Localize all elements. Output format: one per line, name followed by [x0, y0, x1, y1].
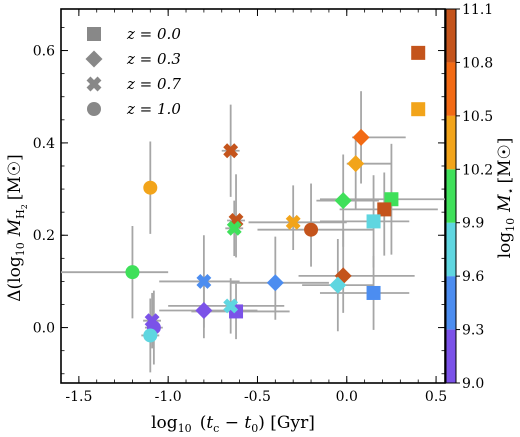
legend-label: z = 1.0: [126, 100, 181, 118]
data-point-diamond: [329, 276, 347, 294]
colorbar-tick-label: 9.6: [462, 269, 484, 285]
data-point-cross: [226, 220, 242, 236]
data-point-cross: [196, 273, 212, 289]
data-point-cross: [285, 214, 301, 230]
data-point-square: [366, 285, 381, 300]
colorbar-tick-label: 10.2: [462, 162, 493, 178]
plot-area: -1.5 -1.0 -0.5 0.0 0.5 0.0 0.2 0.4 0.6: [33, 8, 447, 405]
x-tick-label: -1.0: [155, 389, 182, 405]
colorbar-segment: [446, 329, 456, 383]
colorbar-segment: [446, 9, 456, 63]
y-tick-label: 0.2: [33, 228, 55, 244]
error-bars: [61, 91, 445, 373]
data-point-diamond: [334, 192, 352, 210]
data-point-circle: [304, 222, 319, 237]
data-point-diamond: [266, 274, 284, 292]
colorbar: 9.0 9.3 9.6 9.9 10.2 10.5 10.8 11.1: [445, 2, 493, 392]
x-tick-label: 0.5: [425, 389, 447, 405]
x-tick-label: 0.0: [336, 389, 358, 405]
colorbar-frame: [445, 8, 457, 384]
plot-frame: [60, 8, 446, 384]
legend-marker-square: [87, 27, 101, 41]
data-point-circle: [125, 265, 140, 280]
data-point-circle: [143, 328, 158, 343]
markers: [125, 45, 426, 343]
y-tick-label: 0.6: [33, 44, 55, 60]
legend-marker-circle: [87, 102, 101, 116]
legend-label: z = 0.7: [126, 75, 181, 93]
data-point-cross: [223, 143, 239, 159]
y-axis-label: Δ(log10MH2[M☉]: [5, 154, 29, 302]
colorbar-segment: [446, 222, 456, 277]
x-tick-label: -0.5: [244, 389, 271, 405]
y-tick-label: 0.4: [33, 136, 55, 152]
data-point-diamond: [352, 128, 370, 146]
data-point-square: [411, 45, 426, 60]
colorbar-tick-label: 10.8: [462, 55, 493, 71]
colorbar-tick-label: 11.1: [462, 2, 493, 18]
colorbar-segment: [446, 62, 456, 116]
y-tick-label: 0.0: [33, 321, 55, 337]
colorbar-label: log10M⋆[M☉]: [495, 138, 517, 259]
colorbar-segment: [446, 169, 456, 223]
legend-marker-cross: [86, 76, 102, 92]
x-axis-label: log10 (tc − t0) [Gyr]: [151, 413, 315, 435]
colorbar-segment: [446, 276, 456, 330]
x-tick-label: -1.5: [65, 389, 92, 405]
data-point-cross: [223, 298, 239, 314]
colorbar-tick-label: 9.9: [462, 216, 484, 232]
colorbar-tick-label: 10.5: [462, 109, 493, 125]
data-point-square: [366, 214, 381, 229]
data-point-circle: [143, 180, 158, 195]
data-point-square: [377, 202, 392, 217]
legend: z = 0.0 z = 0.3 z = 0.7 z = 1.0: [85, 25, 181, 118]
data-point-diamond: [347, 155, 365, 173]
legend-label: z = 0.3: [126, 50, 181, 68]
colorbar-segment: [446, 115, 456, 170]
legend-marker-diamond: [85, 50, 103, 68]
data-point-square: [411, 102, 426, 117]
data-point-diamond: [195, 302, 213, 320]
colorbar-tick-label: 9.0: [462, 376, 484, 392]
legend-label: z = 0.0: [126, 25, 181, 43]
colorbar-tick-label: 9.3: [462, 323, 484, 339]
